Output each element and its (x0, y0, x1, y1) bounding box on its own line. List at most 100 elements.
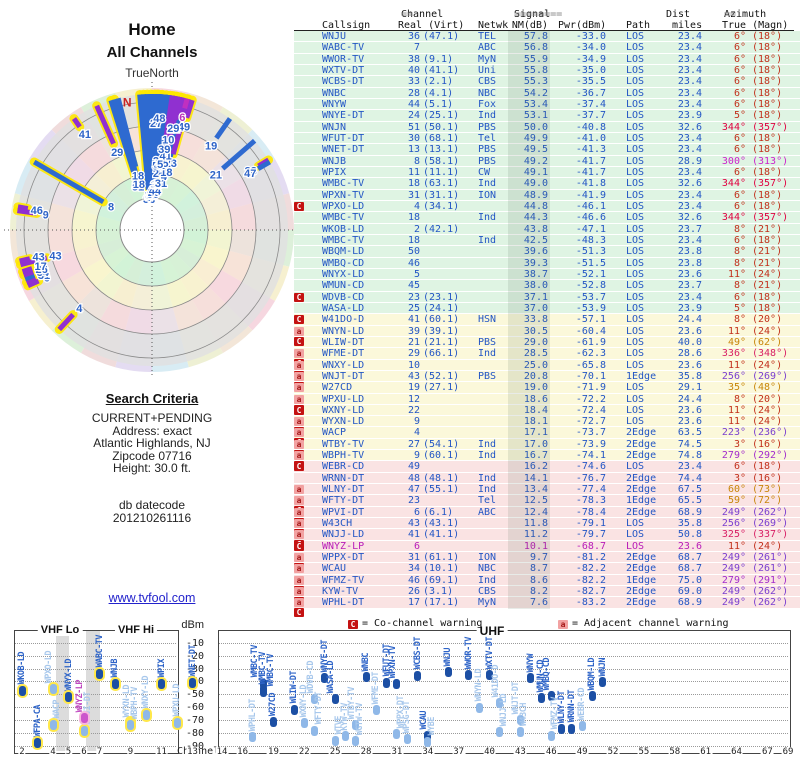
cell-noise-margin: 17.1 (523, 427, 548, 439)
table-row: WWOR-TV 38 (9.1) MyN 55.9 -34.9 LOS 23.4 6° (18°) (294, 53, 800, 65)
col-header-callsign: Callsign (322, 20, 371, 31)
page-subtitle: All Channels (106, 44, 198, 61)
cell-callsign: WASA-LD (322, 302, 365, 314)
cell-path: LOS (626, 234, 645, 246)
cell-network: Ind (478, 348, 497, 360)
adjacent-warning-badge: a (294, 519, 304, 529)
radar-channel-label: 48 (153, 113, 165, 125)
cell-callsign: WPXO-LD (322, 200, 365, 212)
adjacent-warning-badge: a (294, 598, 304, 608)
radar-channel-label: 31 (38, 270, 50, 282)
cell-distance: 23.6 (677, 404, 702, 416)
radar-spoke (24, 272, 36, 282)
cell-azimuth-magnetic: (62°) (752, 336, 783, 348)
cell-power: -79.7 (575, 529, 606, 541)
cell-virtual-channel: (21.1) (423, 336, 460, 348)
warning-flags: aC (294, 450, 322, 471)
warning-flags (294, 190, 322, 201)
signal-pill (34, 738, 41, 749)
signal-pill (321, 673, 329, 684)
cell-network: Uni (478, 64, 497, 76)
station-label: WFMZ-TV (550, 697, 561, 730)
col-header-real-virt: Real (Virt) (398, 20, 465, 31)
cell-real-channel: 2 (413, 223, 420, 235)
radar-channel-label: 49 (178, 122, 190, 134)
cell-azimuth-magnetic: (18°) (752, 200, 783, 212)
radar-channel-label: 39 (158, 144, 170, 156)
radar-channel-label: 9 (173, 123, 179, 135)
cell-azimuth-true: 49° (727, 336, 746, 348)
warning-flags (294, 303, 322, 314)
warning-flags: C (294, 405, 322, 416)
signal-pill (111, 678, 119, 689)
cell-power: -72.7 (575, 416, 606, 428)
radar-spoke (214, 117, 233, 140)
signal-pill (393, 729, 401, 740)
cell-callsign: WFME-DT (322, 348, 365, 360)
cell-callsign: WFUT-DT (322, 132, 365, 144)
cell-real-channel: 18 (407, 212, 420, 224)
signal-pill (372, 705, 380, 716)
radar-spoke (94, 104, 116, 145)
cell-callsign: WPXN-TV (322, 189, 365, 201)
cell-azimuth-magnetic: (357°) (752, 121, 789, 133)
cell-path: LOS (626, 223, 645, 235)
cell-real-channel: 12 (407, 393, 420, 405)
cell-noise-margin: 49.2 (523, 155, 548, 167)
tvfool-link[interactable]: www.tvfool.com (108, 591, 196, 605)
cell-azimuth-true: 8° (733, 314, 746, 326)
cell-power: -72.2 (575, 393, 606, 405)
table-row: aCWACP 4 17.1 -73.7 2Edge 63.5 223° (236°) (294, 427, 800, 448)
station-label: W43CH (519, 702, 530, 726)
signal-pill (269, 717, 277, 728)
cell-azimuth-magnetic: (48°) (752, 382, 783, 394)
cell-virtual-channel: (41.1) (423, 64, 460, 76)
radar-channel-label: 13 (152, 179, 164, 191)
cell-real-channel: 40 (407, 64, 420, 76)
cell-network: Ind (478, 574, 497, 586)
cell-callsign: WBPH-TV (322, 450, 365, 462)
cell-network: PBS (478, 144, 497, 156)
signal-pill (475, 702, 483, 713)
cell-noise-margin: 37.0 (523, 302, 548, 314)
cell-callsign: WNJJ-LD (322, 529, 365, 541)
adjacent-warning-badge: a (294, 530, 304, 540)
cell-noise-margin: 49.1 (523, 166, 548, 178)
cell-network: ABC (478, 506, 497, 518)
station-label: WNJJ-LD (498, 694, 509, 727)
cell-power: -36.7 (575, 87, 606, 99)
table-row: aCWBPH-TV9(60.1)Ind16.7-74.12Edge74.8279… (294, 450, 800, 471)
warning-flags (294, 42, 322, 53)
table-row: C WPXO-LD 4 (34.1) 44.8 -46.1 LOS 23.4 6° (18°) (294, 200, 800, 213)
cell-callsign: WNYN-LD (322, 325, 365, 337)
cell-virtual-channel: (11.1) (423, 166, 460, 178)
signal-pill (537, 692, 545, 703)
radar-spoke (57, 312, 75, 332)
cell-virtual-channel (420, 461, 472, 472)
station-label: WNYX-LD (63, 658, 74, 691)
cell-azimuth-true: 6° (733, 461, 746, 473)
warning-flags (294, 246, 322, 257)
cell-noise-margin: 18.1 (523, 416, 548, 428)
radar-spoke (25, 276, 37, 285)
cell-callsign: WNJT-DT (322, 370, 365, 382)
cell-network (472, 303, 508, 314)
search-criteria-heading: Search Criteria (105, 391, 199, 406)
warning-flags: aC (294, 507, 322, 527)
cell-azimuth-true: 11° (727, 404, 746, 416)
cell-callsign: WMBC-TV (322, 178, 365, 190)
signal-pill (341, 731, 349, 742)
cell-virtual-channel (420, 405, 472, 416)
db-datecode: db datecode 201210261116 (20, 499, 284, 524)
cell-azimuth-true: 11° (727, 268, 746, 280)
radar-channel-label: 4 (161, 171, 168, 183)
cell-azimuth-magnetic: (18°) (752, 31, 783, 42)
cell-azimuth-magnetic: (18°) (752, 166, 783, 178)
radar-spoke (22, 269, 34, 278)
cell-noise-margin: 16.7 (523, 450, 548, 462)
warning-flags (294, 258, 322, 269)
dbm-gridline (15, 642, 176, 644)
cell-azimuth-magnetic: (24°) (752, 404, 783, 416)
table-row: C WNYZ-LP 6 10.1 -68.7 LOS 23.6 11° (24°) (294, 540, 800, 553)
vhf-lo-label: VHF Lo (37, 624, 83, 636)
